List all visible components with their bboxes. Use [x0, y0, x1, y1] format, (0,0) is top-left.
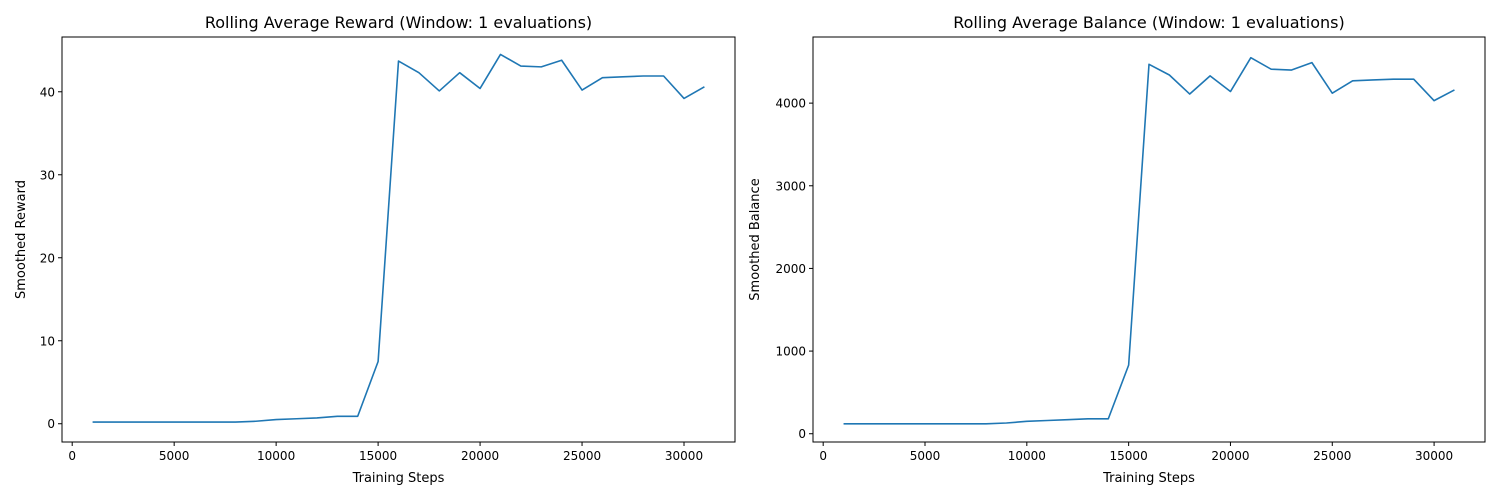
balance-x-tick-label: 25000: [1313, 449, 1351, 463]
balance-y-axis-label: Smoothed Balance: [748, 178, 763, 300]
balance-plot-frame: [812, 36, 1486, 443]
balance-chart-title: Rolling Average Balance (Window: 1 evalu…: [953, 13, 1345, 32]
reward-x-tick-label: 30000: [665, 449, 703, 463]
reward-x-tick-label: 10000: [257, 449, 295, 463]
reward-y-tick-label: 10: [40, 334, 55, 348]
balance-x-tick-label: 15000: [1110, 449, 1148, 463]
balance-y-tick-label: 1000: [775, 345, 806, 359]
reward-x-tick-label: 20000: [461, 449, 499, 463]
reward-y-tick-label: 0: [47, 417, 55, 431]
reward-y-tick-label: 20: [40, 251, 55, 265]
balance-x-tick-label: 5000: [910, 449, 941, 463]
reward-y-tick-label: 40: [40, 85, 55, 99]
reward-x-tick-label: 0: [68, 449, 76, 463]
reward-chart: Rolling Average Reward (Window: 1 evalua…: [14, 13, 736, 486]
reward-y-tick-label: 30: [40, 168, 55, 182]
balance-x-tick-label: 30000: [1415, 449, 1453, 463]
balance-x-tick-label: 20000: [1211, 449, 1249, 463]
balance-chart: Rolling Average Balance (Window: 1 evalu…: [748, 13, 1486, 486]
balance-x-axis-label: Training Steps: [1102, 471, 1195, 486]
balance-y-tick-label: 3000: [775, 179, 806, 193]
reward-chart-title: Rolling Average Reward (Window: 1 evalua…: [205, 13, 592, 32]
reward-x-tick-label: 5000: [159, 449, 190, 463]
reward-series-line: [92, 53, 705, 423]
balance-x-tick-label: 0: [819, 449, 827, 463]
balance-y-tick-label: 2000: [775, 262, 806, 276]
reward-y-axis-label: Smoothed Reward: [14, 180, 29, 299]
balance-x-tick-label: 10000: [1008, 449, 1046, 463]
balance-series-line: [843, 56, 1455, 425]
reward-x-axis-label: Training Steps: [352, 471, 445, 486]
reward-plot-frame: [61, 36, 736, 443]
reward-x-tick-label: 25000: [563, 449, 601, 463]
balance-y-tick-label: 0: [798, 427, 806, 441]
reward-x-tick-label: 15000: [359, 449, 397, 463]
balance-y-tick-label: 4000: [775, 97, 806, 111]
